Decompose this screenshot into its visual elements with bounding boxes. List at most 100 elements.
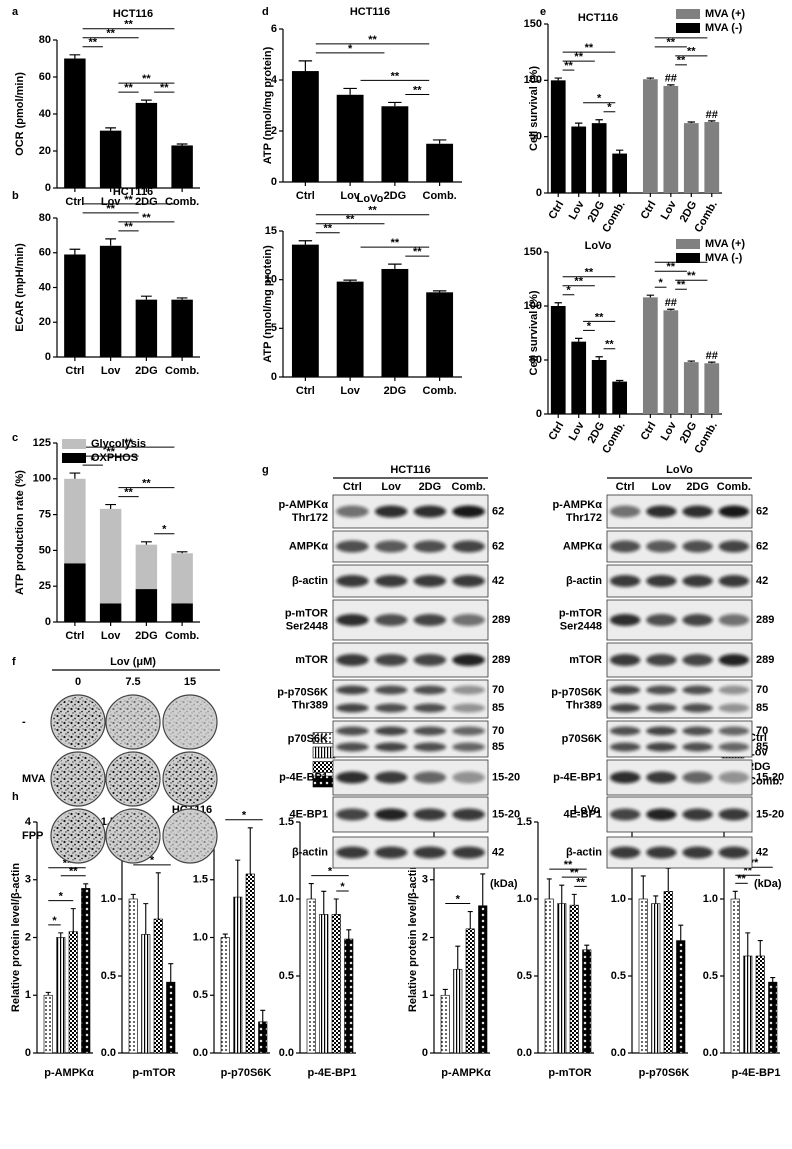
error-bar [343, 87, 357, 95]
significance-label: * [566, 285, 571, 297]
blot-band [452, 614, 485, 626]
blot-band [452, 726, 485, 736]
error-bar [615, 149, 624, 154]
significance-label: ** [160, 82, 169, 94]
x-tick-label: Lov [101, 196, 121, 208]
significance-label: * [52, 915, 57, 927]
kda-label: 85 [492, 702, 504, 714]
bar [704, 122, 720, 193]
bar [663, 85, 679, 193]
bar [135, 299, 158, 357]
blot-band [452, 771, 485, 784]
blot-band [718, 846, 750, 859]
chart-title: HCT116 [350, 6, 390, 18]
error-bar [130, 893, 136, 899]
error-bar [667, 308, 675, 311]
bar [331, 914, 341, 1054]
lane-label: Ctrl [616, 481, 635, 493]
significance-label: * [597, 93, 602, 105]
blot-band [336, 505, 369, 518]
blot-band [718, 614, 750, 626]
legend-label: MVA (-) [705, 22, 743, 34]
blot-band [413, 742, 447, 752]
blot-band [609, 742, 641, 752]
bar [743, 955, 753, 1054]
significance-label: ** [574, 51, 583, 63]
y-tick-label: 1.5 [279, 816, 294, 828]
colony-title: Lov (μM) [110, 656, 156, 668]
kda-label: 70 [756, 725, 768, 737]
error-bar [687, 121, 695, 124]
significance-label: ** [368, 205, 377, 217]
protein-label: p-p70S6K [551, 686, 602, 698]
significance-label: ## [706, 350, 718, 362]
blot-band [682, 614, 713, 626]
y-tick-label: 0.0 [193, 1047, 208, 1059]
y-tick-label: 6 [271, 23, 277, 35]
significance-label: ** [585, 267, 594, 279]
blot-band [718, 540, 750, 553]
x-tick-label: p-p70S6K [639, 1067, 690, 1079]
bar [171, 299, 193, 357]
significance-label: * [348, 43, 353, 55]
legend-label: Lov [748, 746, 768, 758]
significance-label: ** [605, 339, 614, 351]
bar [730, 898, 740, 1054]
kda-label: 70 [492, 725, 504, 737]
blot-band [452, 575, 485, 587]
x-tick-label: Comb. [165, 630, 199, 642]
x-tick-label: 2DG [135, 196, 158, 208]
blot-band [336, 540, 369, 553]
bar [571, 126, 587, 193]
significance-label: ** [124, 82, 133, 94]
blot-band [646, 575, 677, 587]
blot-band [682, 540, 713, 553]
error-bar [595, 356, 603, 360]
error-bar [260, 1009, 266, 1022]
y-tick-label: 0.5 [703, 970, 718, 982]
y-tick-label: 0 [422, 1047, 428, 1059]
colony-stain [53, 811, 103, 861]
blot-band [336, 742, 369, 752]
y-tick-label: 60 [39, 247, 51, 259]
significance-label: ** [413, 246, 422, 258]
error-bar [653, 895, 659, 904]
x-tick-label: Ctrl [639, 199, 659, 221]
significance-label: ** [142, 212, 151, 224]
blot-band [452, 846, 485, 859]
kda-label: 70 [756, 684, 768, 696]
protein-label: Ser2448 [286, 620, 328, 632]
y-axis-label: OCR (pmol/min) [14, 72, 26, 156]
blot-band [718, 808, 750, 821]
x-tick-label: Comb. [423, 385, 457, 397]
protein-label: Thr172 [566, 512, 602, 524]
significance-label: ** [124, 19, 133, 31]
bar [258, 1021, 268, 1054]
lane-label: Lov [652, 481, 672, 493]
significance-label: ** [391, 70, 400, 82]
error-bar [333, 898, 339, 915]
colony-column-label: 7.5 [125, 676, 140, 688]
colony-stain [53, 754, 103, 804]
blot-band [682, 703, 713, 713]
error-bar [571, 893, 577, 906]
error-bar [708, 361, 716, 364]
error-bar [105, 503, 116, 509]
panel-letter: d [262, 6, 269, 18]
significance-label: ** [687, 270, 696, 282]
blot-band [413, 540, 447, 553]
x-tick-label: Lov [340, 385, 360, 397]
y-tick-label: 10 [265, 274, 277, 286]
kda-label: 42 [756, 575, 768, 587]
y-tick-label: 0.0 [703, 1047, 718, 1059]
significance-label: ** [750, 857, 759, 869]
significance-label: ** [667, 261, 676, 273]
blot-band [682, 726, 713, 736]
protein-label: AMPKα [289, 540, 328, 552]
blot-band [336, 703, 369, 713]
lane-label: 2DG [686, 481, 709, 493]
y-tick-label: 0 [536, 408, 542, 420]
chart-title: LoVo [585, 240, 612, 252]
error-bar [298, 240, 313, 245]
